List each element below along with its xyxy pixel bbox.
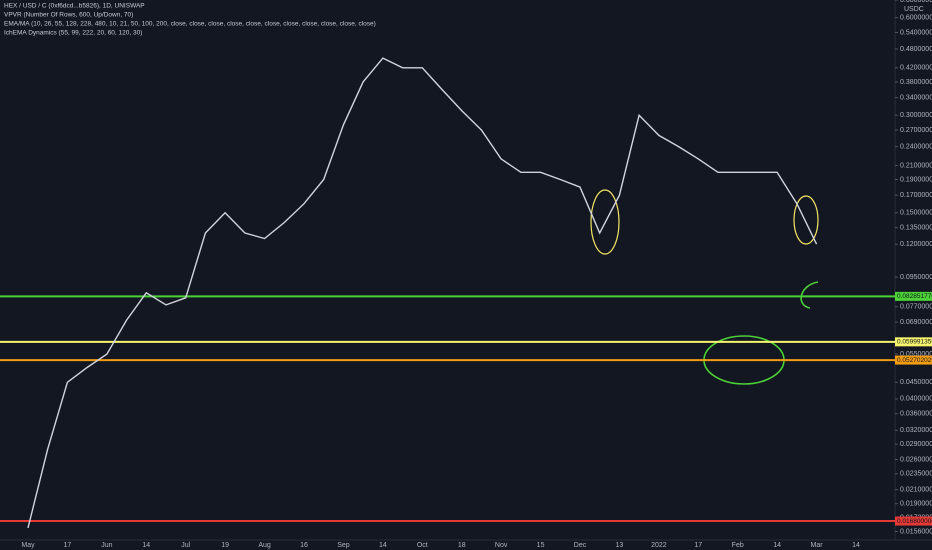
y-tick-label: 0.0320000000 — [900, 427, 932, 434]
indicator-label: VPVR (Number Of Rows, 600, Up/Down, 70) — [4, 12, 133, 19]
y-tick-label: 0.6000000000 — [900, 14, 932, 21]
y-tick-label: 0.0550000000 — [900, 351, 932, 358]
y-tick-label: 0.0450000000 — [900, 379, 932, 386]
level-label: 0.0527020298 — [897, 357, 932, 364]
y-tick-label: 0.6800000000 — [900, 0, 932, 4]
y-axis-label: USDC — [904, 6, 924, 13]
price-line — [27, 57, 818, 529]
y-tick-label: 0.1200000000 — [900, 241, 932, 248]
y-tick-label: 0.4800000000 — [900, 46, 932, 53]
y-tick-label: 0.2400000000 — [900, 143, 932, 150]
y-tick-label: 0.0290000000 — [900, 441, 932, 448]
y-tick-label: 0.0260000000 — [900, 456, 932, 463]
level-label: 0.0828517765 — [897, 293, 932, 300]
annotation — [800, 281, 819, 309]
x-tick-label: Oct — [417, 542, 428, 549]
x-tick-label: 18 — [458, 542, 466, 549]
x-tick-label: 17 — [694, 542, 702, 549]
y-tick-label: 0.0156000000 — [900, 528, 932, 535]
y-tick-label: 0.1900000000 — [900, 176, 932, 183]
x-tick-label: 2022 — [651, 542, 667, 549]
x-tick-label: 14 — [773, 542, 781, 549]
x-tick-label: Nov — [495, 542, 508, 549]
y-tick-label: 0.4200000000 — [900, 65, 932, 72]
x-tick-label: 14 — [852, 542, 860, 549]
y-tick-label: 0.0360000000 — [900, 411, 932, 418]
x-tick-label: Jun — [101, 542, 112, 549]
x-tick-label: Sep — [337, 542, 350, 549]
indicator-label: EMA/MA (10, 26, 55, 128, 228, 480, 10, 2… — [4, 21, 376, 28]
level-tag — [895, 355, 932, 365]
y-tick-label: 0.5400000000 — [900, 29, 932, 36]
x-tick-label: May — [21, 542, 35, 549]
x-tick-label: 19 — [221, 542, 229, 549]
y-tick-label: 0.0690000000 — [900, 319, 932, 326]
y-tick-label: 0.1500000000 — [900, 210, 932, 217]
annotation — [590, 189, 620, 255]
level-label: 0.0168000000 — [897, 518, 932, 525]
y-tick-label: 0.2700000000 — [900, 127, 932, 134]
y-tick-label: 0.3800000000 — [900, 79, 932, 86]
annotation — [793, 195, 819, 245]
x-tick-label: Mar — [811, 542, 824, 549]
x-tick-label: 13 — [616, 542, 624, 549]
y-tick-label: 0.3000000000 — [900, 112, 932, 119]
y-tick-label: 0.0400000000 — [900, 396, 932, 403]
x-tick-label: 15 — [537, 542, 545, 549]
x-tick-label: Feb — [732, 542, 744, 549]
x-tick-label: Aug — [258, 542, 271, 549]
chart-title: HEX / USD / C (0xf6dcd...b5826), 1D, UNI… — [4, 3, 145, 10]
x-tick-label: 14 — [379, 542, 387, 549]
level-tag — [895, 337, 932, 347]
y-tick-label: 0.0235000000 — [900, 471, 932, 478]
level-tag — [895, 516, 932, 526]
y-tick-label: 0.0950000000 — [900, 274, 932, 281]
x-tick-label: 14 — [142, 542, 150, 549]
y-tick-label: 0.0210000000 — [900, 486, 932, 493]
level-tag — [895, 291, 932, 301]
y-tick-label: 0.0190000000 — [900, 501, 932, 508]
x-tick-label: Jul — [181, 542, 190, 549]
x-tick-label: 17 — [64, 542, 72, 549]
y-tick-label: 0.1700000000 — [900, 192, 932, 199]
y-tick-label: 0.2100000000 — [900, 162, 932, 169]
indicator-label: IchEMA Dynamics (55, 99, 222, 20, 60, 12… — [4, 30, 142, 37]
y-tick-label: 0.0770000000 — [900, 304, 932, 311]
x-tick-label: 16 — [300, 542, 308, 549]
y-tick-label: 0.1350000000 — [900, 224, 932, 231]
x-tick-label: Dec — [574, 542, 587, 549]
level-label: 0.0599913599 — [897, 339, 932, 346]
y-tick-label: 0.3400000000 — [900, 94, 932, 101]
